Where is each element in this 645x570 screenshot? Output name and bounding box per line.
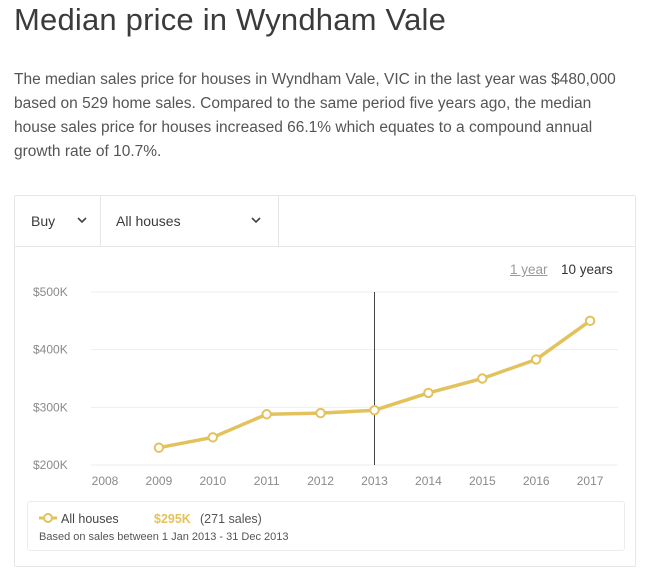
x-tick-label: 2014 xyxy=(415,474,442,488)
median-price-widget: Buy All houses 1 year 10 years $200K $300… xyxy=(14,195,636,567)
series-all-houses xyxy=(153,315,596,453)
legend-value: $295K xyxy=(154,512,191,526)
data-point[interactable] xyxy=(369,405,380,416)
filter-toolbar: Buy All houses xyxy=(15,196,635,247)
y-tick-label: $200K xyxy=(33,458,68,472)
property-type-dropdown[interactable]: All houses xyxy=(101,196,279,246)
x-tick-label: 2010 xyxy=(199,474,226,488)
data-point[interactable] xyxy=(315,407,326,419)
y-tick-label: $400K xyxy=(33,343,68,357)
data-point[interactable] xyxy=(261,409,272,420)
x-tick-label: 2009 xyxy=(146,474,173,488)
transaction-type-dropdown[interactable]: Buy xyxy=(15,196,101,246)
x-axis-labels: 2008 2009 2010 2011 2012 2013 2014 2015 2016 2017 xyxy=(92,474,604,488)
chart-legend-panel: All houses $295K (271 sales) Based on sa… xyxy=(27,501,625,551)
x-tick-label: 2012 xyxy=(307,474,334,488)
page-title: Median price in Wyndham Vale xyxy=(14,2,447,37)
data-point[interactable] xyxy=(207,432,219,443)
legend-series-name: All houses xyxy=(61,512,119,526)
data-point[interactable] xyxy=(153,442,165,453)
y-tick-label: $500K xyxy=(33,285,68,299)
series-legend-icon xyxy=(39,513,57,523)
property-type-label: All houses xyxy=(116,213,181,229)
x-tick-label: 2008 xyxy=(92,474,119,488)
data-point[interactable] xyxy=(423,387,434,399)
data-point[interactable] xyxy=(531,354,542,365)
x-tick-label: 2016 xyxy=(523,474,550,488)
transaction-type-label: Buy xyxy=(31,213,56,229)
range-10-years-link[interactable]: 10 years xyxy=(561,262,613,277)
grid-lines xyxy=(91,291,618,466)
x-tick-label: 2017 xyxy=(577,474,604,488)
summary-text: The median sales price for houses in Wyn… xyxy=(14,71,616,160)
legend-date-note: Based on sales between 1 Jan 2013 - 31 D… xyxy=(39,531,289,543)
x-tick-label: 2013 xyxy=(361,474,388,488)
legend-sales-count: (271 sales) xyxy=(200,512,262,526)
y-tick-label: $300K xyxy=(33,400,68,414)
median-price-chart: $200K $300K $400K $500K 2008 2009 2010 2011 201… xyxy=(33,285,618,488)
y-axis-labels: $200K $300K $400K $500K xyxy=(33,285,68,472)
chevron-down-icon xyxy=(251,217,261,224)
chevron-down-icon xyxy=(77,217,87,224)
data-point[interactable] xyxy=(584,315,596,327)
x-tick-label: 2015 xyxy=(469,474,496,488)
data-point[interactable] xyxy=(477,373,488,384)
range-1-year-link[interactable]: 1 year xyxy=(510,262,548,277)
x-tick-label: 2011 xyxy=(254,474,280,488)
